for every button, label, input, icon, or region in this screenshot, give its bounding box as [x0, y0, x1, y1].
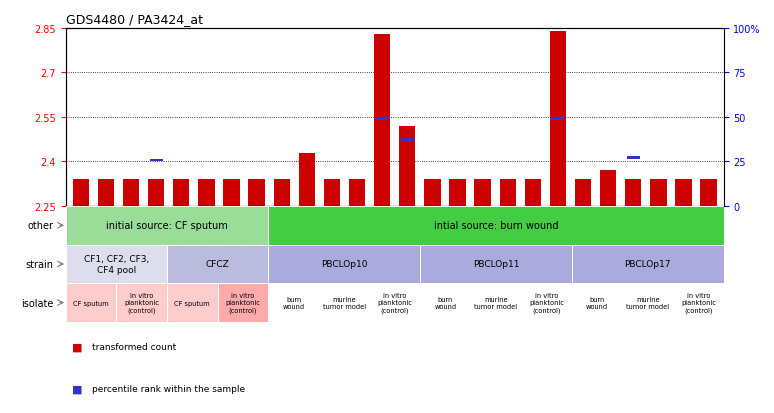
Text: PBCLOp10: PBCLOp10: [321, 260, 368, 269]
Text: percentile rank within the sample: percentile rank within the sample: [92, 384, 245, 393]
Bar: [627, 156, 640, 159]
Bar: [700, 180, 717, 206]
Bar: [269, 284, 319, 322]
Text: isolate: isolate: [21, 298, 53, 308]
Text: ■: ■: [73, 342, 83, 352]
Bar: [374, 35, 390, 206]
Bar: [167, 284, 217, 322]
Text: transformed count: transformed count: [92, 342, 176, 351]
Bar: [401, 138, 414, 141]
Text: burn
wound: burn wound: [586, 297, 608, 309]
Text: burn
wound: burn wound: [283, 297, 305, 309]
Text: initial source: CF sputum: initial source: CF sputum: [106, 221, 228, 231]
Text: PBCLOp11: PBCLOp11: [473, 260, 519, 269]
Text: burn
wound: burn wound: [434, 297, 457, 309]
Bar: [474, 180, 491, 206]
Text: murine
tumor model: murine tumor model: [626, 297, 670, 309]
Bar: [375, 118, 389, 121]
Text: in vitro
planktonic
(control): in vitro planktonic (control): [529, 293, 564, 313]
Bar: [98, 180, 114, 206]
Bar: [273, 180, 290, 206]
Bar: [399, 126, 416, 206]
Bar: [123, 180, 139, 206]
Text: intial source: burn wound: intial source: burn wound: [433, 221, 558, 231]
Bar: [471, 284, 521, 322]
Text: in vitro
planktonic
(control): in vitro planktonic (control): [225, 293, 260, 313]
Text: CF sputum: CF sputum: [174, 300, 210, 306]
Bar: [349, 180, 365, 206]
Bar: [73, 180, 89, 206]
Bar: [173, 180, 190, 206]
Bar: [676, 180, 692, 206]
Bar: [319, 284, 369, 322]
Bar: [622, 284, 673, 322]
Text: in vitro
planktonic
(control): in vitro planktonic (control): [681, 293, 716, 313]
Bar: [575, 180, 591, 206]
Bar: [198, 180, 214, 206]
Text: in vitro
planktonic
(control): in vitro planktonic (control): [377, 293, 413, 313]
Bar: [116, 284, 167, 322]
Bar: [420, 245, 572, 284]
Bar: [224, 180, 240, 206]
Bar: [66, 284, 116, 322]
Text: CF1, CF2, CF3,
CF4 pool: CF1, CF2, CF3, CF4 pool: [84, 255, 149, 274]
Bar: [521, 284, 572, 322]
Bar: [424, 180, 440, 206]
Text: CFCZ: CFCZ: [206, 260, 229, 269]
Bar: [66, 245, 167, 284]
Text: GDS4480 / PA3424_at: GDS4480 / PA3424_at: [66, 13, 203, 26]
Bar: [572, 245, 724, 284]
Bar: [550, 32, 566, 206]
Bar: [650, 180, 666, 206]
Text: CF sputum: CF sputum: [74, 300, 109, 306]
Bar: [167, 245, 269, 284]
Bar: [269, 245, 420, 284]
Text: murine
tumor model: murine tumor model: [323, 297, 365, 309]
Bar: [625, 180, 642, 206]
Bar: [217, 284, 269, 322]
Bar: [248, 180, 265, 206]
Text: in vitro
planktonic
(control): in vitro planktonic (control): [125, 293, 159, 313]
Bar: [551, 118, 564, 121]
Text: other: other: [27, 221, 53, 231]
Text: strain: strain: [25, 259, 53, 269]
Bar: [299, 153, 315, 206]
Bar: [149, 159, 163, 162]
Bar: [673, 284, 724, 322]
Bar: [269, 206, 724, 245]
Bar: [420, 284, 471, 322]
Bar: [450, 180, 466, 206]
Bar: [324, 180, 340, 206]
Bar: [572, 284, 622, 322]
Bar: [499, 180, 516, 206]
Bar: [525, 180, 541, 206]
Text: ■: ■: [73, 383, 83, 393]
Bar: [369, 284, 420, 322]
Bar: [600, 171, 616, 206]
Text: murine
tumor model: murine tumor model: [474, 297, 518, 309]
Bar: [66, 206, 269, 245]
Bar: [148, 180, 164, 206]
Text: PBCLOp17: PBCLOp17: [625, 260, 671, 269]
